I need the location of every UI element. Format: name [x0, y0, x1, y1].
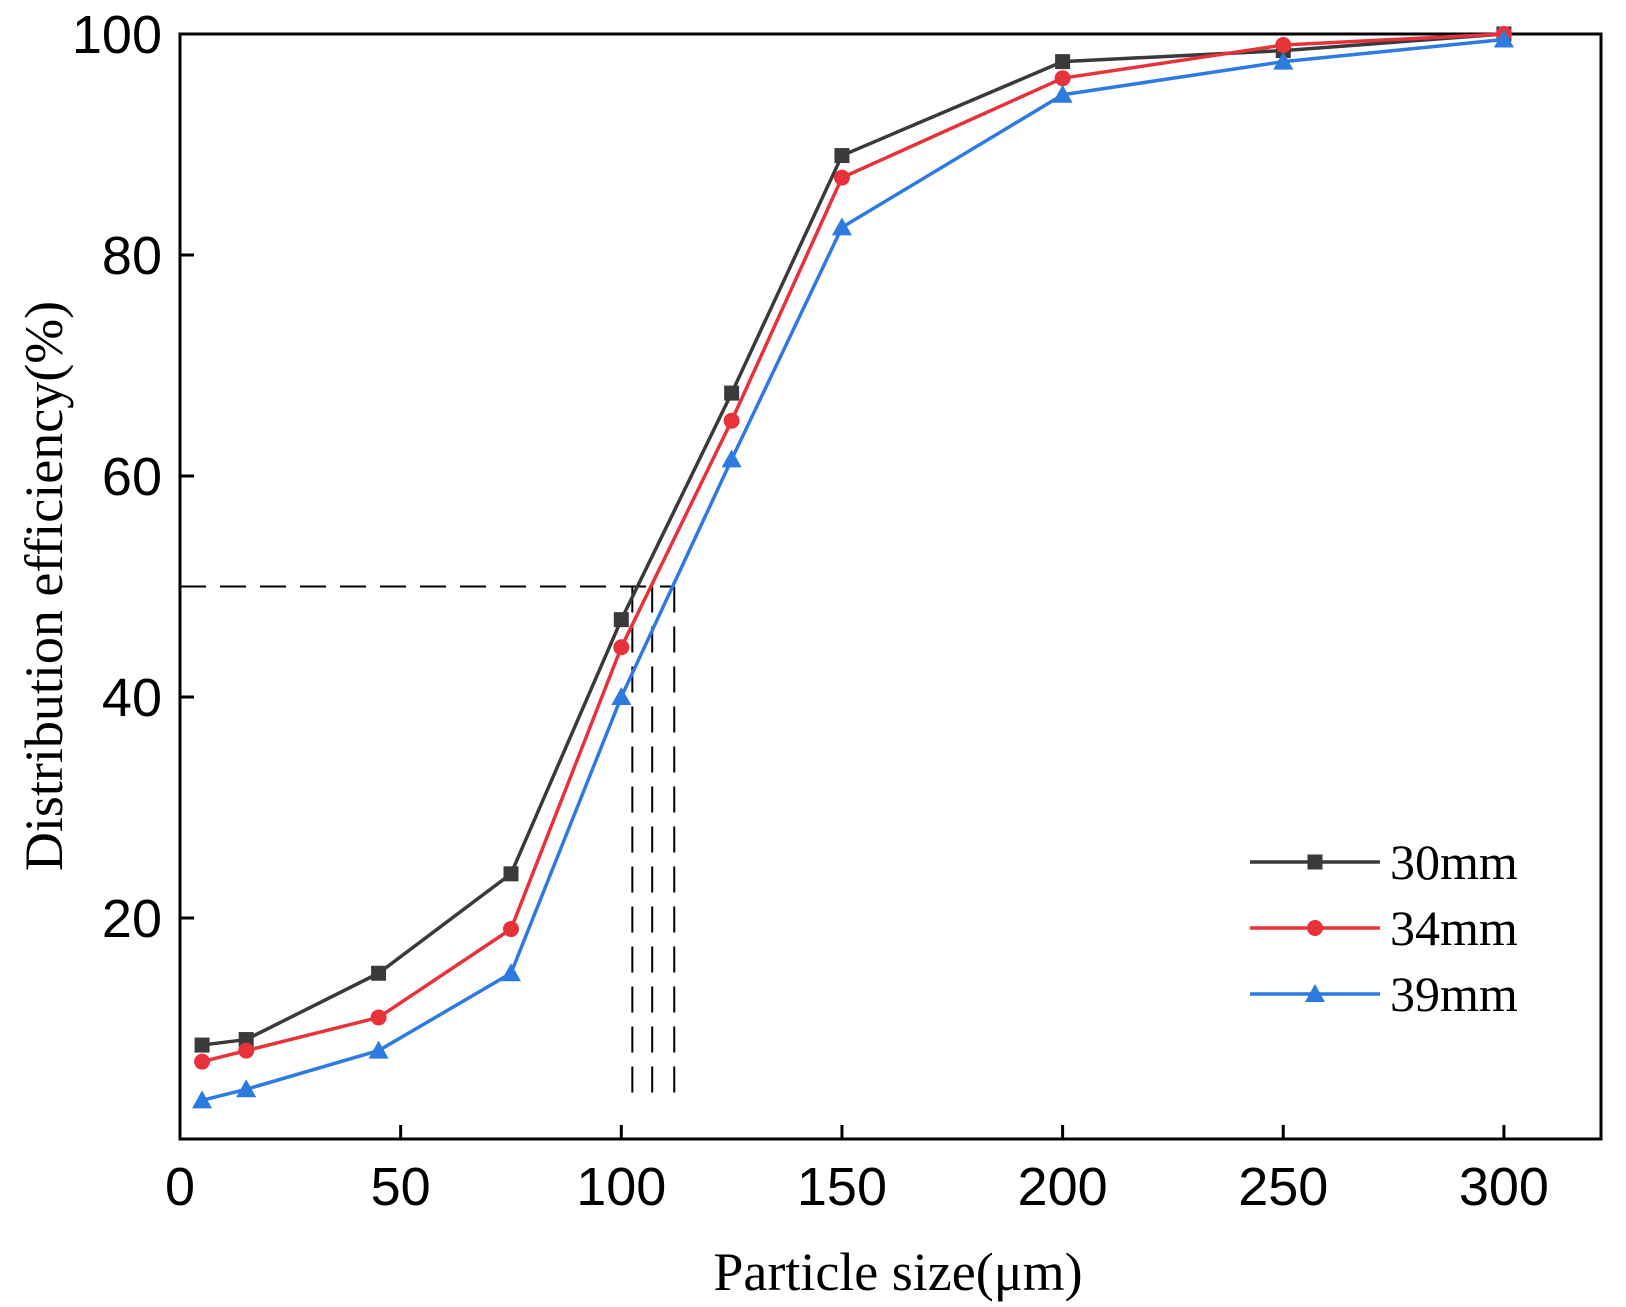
data-point — [194, 1053, 211, 1070]
series-30mm — [194, 26, 1512, 1053]
legend: 30mm 34mm 39mm — [1250, 834, 1518, 1022]
legend-item: 34mm — [1250, 900, 1518, 956]
x-axis: 0 50 100 150 200 250 300 — [165, 1125, 1549, 1217]
series-line — [201, 32, 1505, 1064]
data-point — [834, 148, 850, 164]
data-point — [833, 169, 850, 186]
data-point — [502, 921, 519, 938]
y-tick-label: 40 — [102, 668, 162, 728]
legend-label: 39mm — [1390, 966, 1518, 1022]
data-point — [1275, 37, 1292, 54]
data-point — [192, 1090, 213, 1109]
x-tick-label: 200 — [1018, 1157, 1108, 1217]
data-point — [723, 412, 740, 429]
y-tick-label: 100 — [72, 5, 162, 65]
data-point — [1055, 54, 1071, 70]
data-point — [613, 612, 629, 628]
y-tick-label: 60 — [102, 447, 162, 507]
legend-item: 30mm — [1250, 834, 1518, 890]
legend-label: 34mm — [1390, 900, 1518, 956]
series-39mm — [192, 29, 1514, 1109]
series-34mm — [194, 26, 1512, 1070]
series-layer — [192, 26, 1514, 1109]
series-line — [201, 32, 1505, 1047]
data-point — [238, 1042, 255, 1059]
data-point — [503, 866, 519, 882]
data-point — [368, 1040, 389, 1059]
x-axis-title: Particle size(μm) — [713, 1242, 1082, 1302]
data-point — [236, 1079, 257, 1098]
x-tick-label: 250 — [1238, 1157, 1328, 1217]
data-point — [721, 449, 742, 468]
legend-item: 39mm — [1250, 966, 1518, 1022]
y-tick-label: 20 — [102, 889, 162, 949]
data-point — [371, 965, 387, 981]
y-axis: 20 40 60 80 100 — [72, 5, 194, 949]
legend-swatch-marker — [1305, 984, 1325, 1002]
series-line — [201, 37, 1505, 1103]
x-tick-label: 300 — [1459, 1157, 1549, 1217]
x-tick-label: 0 — [165, 1157, 195, 1217]
data-point — [370, 1009, 387, 1026]
x-tick-label: 50 — [371, 1157, 431, 1217]
data-point — [500, 963, 521, 982]
data-point — [611, 687, 632, 705]
y-axis-title: Distribution efficiency(%) — [14, 301, 74, 871]
data-point — [1054, 70, 1071, 87]
legend-swatch-marker — [1307, 920, 1323, 936]
y-tick-label: 80 — [102, 226, 162, 286]
data-point — [1493, 29, 1514, 48]
data-point — [238, 1032, 254, 1048]
legend-swatch-marker — [1307, 854, 1323, 870]
data-point — [613, 639, 630, 656]
data-point — [1273, 51, 1294, 70]
x-tick-label: 100 — [576, 1157, 666, 1217]
data-point — [194, 1037, 210, 1053]
x-tick-label: 150 — [797, 1157, 887, 1217]
data-point — [724, 385, 740, 401]
legend-label: 30mm — [1390, 834, 1518, 890]
data-point — [1052, 84, 1073, 103]
data-point — [831, 217, 852, 236]
